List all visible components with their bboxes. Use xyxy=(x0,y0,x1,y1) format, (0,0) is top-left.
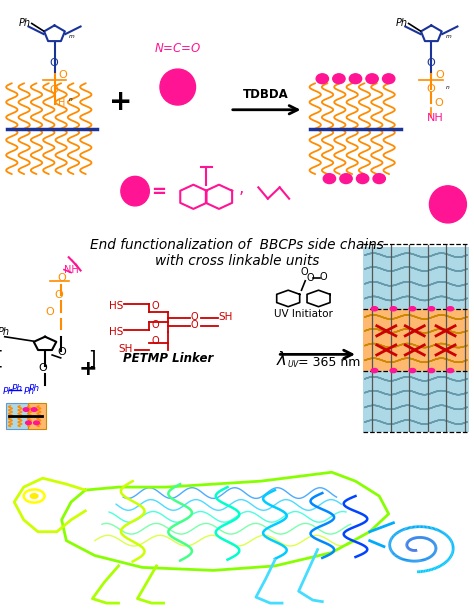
Text: O: O xyxy=(152,336,159,346)
Text: $_n$: $_n$ xyxy=(445,84,450,92)
Text: O: O xyxy=(50,58,58,68)
Text: SH: SH xyxy=(118,344,133,354)
Text: O: O xyxy=(152,301,159,311)
Text: NH: NH xyxy=(64,266,79,276)
Text: with cross linkable units: with cross linkable units xyxy=(155,255,319,268)
Text: O: O xyxy=(39,363,47,373)
Text: $_m$: $_m$ xyxy=(445,31,452,41)
Circle shape xyxy=(34,421,39,424)
Text: Ph: Ph xyxy=(396,18,408,28)
Text: = 365 nm: = 365 nm xyxy=(298,355,360,368)
Text: +: + xyxy=(78,359,97,379)
Circle shape xyxy=(333,74,345,84)
Text: O: O xyxy=(427,84,435,93)
Text: Ph: Ph xyxy=(0,327,9,337)
Text: O: O xyxy=(55,290,63,300)
Text: +: + xyxy=(109,88,133,116)
Text: NH: NH xyxy=(427,113,443,123)
Text: O: O xyxy=(306,273,314,283)
Circle shape xyxy=(383,74,395,84)
Circle shape xyxy=(409,368,416,373)
Text: HS: HS xyxy=(109,327,123,337)
Text: O: O xyxy=(58,347,66,357)
Text: =: = xyxy=(151,183,166,201)
Ellipse shape xyxy=(121,177,149,206)
Circle shape xyxy=(409,307,416,311)
Text: UV Initiator: UV Initiator xyxy=(274,309,333,319)
Circle shape xyxy=(26,421,31,424)
Circle shape xyxy=(356,173,369,183)
Circle shape xyxy=(428,307,435,311)
Circle shape xyxy=(323,173,336,183)
Circle shape xyxy=(447,368,454,373)
Circle shape xyxy=(30,494,38,498)
Text: $N$=$C$=$O$: $N$=$C$=$O$ xyxy=(154,42,201,55)
Text: O: O xyxy=(301,268,309,277)
Circle shape xyxy=(31,408,37,411)
Text: Ph: Ph xyxy=(28,384,39,393)
Bar xyxy=(363,247,469,309)
Text: O: O xyxy=(427,58,435,68)
Ellipse shape xyxy=(160,69,196,105)
Circle shape xyxy=(340,173,352,183)
Circle shape xyxy=(371,307,378,311)
Circle shape xyxy=(390,307,397,311)
Text: O: O xyxy=(57,274,65,284)
Circle shape xyxy=(371,368,378,373)
Text: O: O xyxy=(191,312,198,322)
Text: End functionalization of  BBCPs side chains: End functionalization of BBCPs side chai… xyxy=(90,238,384,252)
Circle shape xyxy=(349,74,362,84)
Circle shape xyxy=(428,368,435,373)
Text: $\lambda$: $\lambda$ xyxy=(276,351,287,368)
Text: O: O xyxy=(45,307,54,317)
Text: Ph: Ph xyxy=(19,18,31,28)
Text: ,: , xyxy=(239,179,245,197)
Text: O: O xyxy=(191,320,198,330)
Text: [: [ xyxy=(0,350,3,368)
Text: SH: SH xyxy=(218,312,232,322)
Text: O: O xyxy=(152,320,159,330)
Text: O: O xyxy=(434,98,443,108)
Text: $_m$: $_m$ xyxy=(68,31,75,41)
Text: 5 mm: 5 mm xyxy=(397,582,433,595)
Text: O: O xyxy=(50,85,58,95)
Text: O: O xyxy=(320,272,328,282)
Circle shape xyxy=(373,173,385,183)
Text: TDBDA: TDBDA xyxy=(243,89,288,101)
Bar xyxy=(28,403,46,429)
Ellipse shape xyxy=(429,186,466,223)
Text: PETMP Linker: PETMP Linker xyxy=(123,352,213,365)
Text: $_n$: $_n$ xyxy=(68,95,73,104)
Text: O: O xyxy=(435,69,444,79)
Circle shape xyxy=(390,368,397,373)
Bar xyxy=(363,371,469,432)
Text: 3D Printing using the BBCPs: 3D Printing using the BBCPs xyxy=(9,441,243,456)
Text: H: H xyxy=(58,98,66,108)
Text: $_{UV}$: $_{UV}$ xyxy=(287,359,301,371)
Text: Ph: Ph xyxy=(24,387,35,396)
Text: ]: ] xyxy=(88,350,95,368)
Circle shape xyxy=(23,408,29,411)
Circle shape xyxy=(366,74,378,84)
Text: Ph: Ph xyxy=(12,384,23,393)
Text: O: O xyxy=(58,69,67,79)
Text: Ph: Ph xyxy=(2,387,13,396)
Bar xyxy=(6,403,28,429)
Bar xyxy=(363,309,469,371)
Text: HS: HS xyxy=(109,301,123,311)
Circle shape xyxy=(316,74,328,84)
Circle shape xyxy=(447,307,454,311)
